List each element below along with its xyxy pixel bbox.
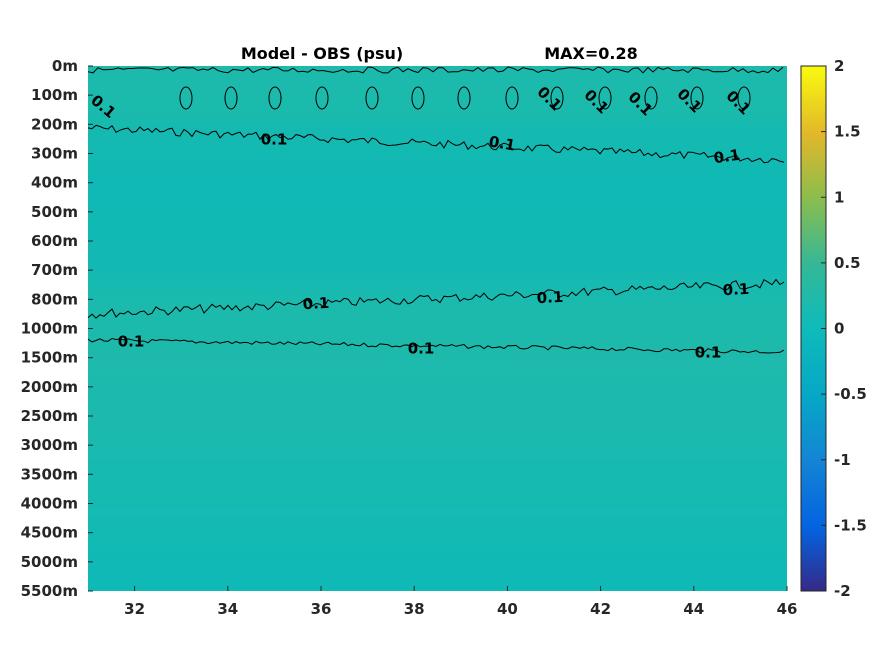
colorbar-tick-label: -1.5 [834,516,867,534]
x-tick-label: 44 [683,600,704,618]
y-tick-label: 700m [31,261,78,279]
depth-band [88,357,787,446]
depth-band [88,270,787,300]
colorbar-tick-label: -0.5 [834,385,867,403]
x-tick-label: 32 [124,600,145,618]
y-tick-label: 100m [31,86,78,104]
plot-area: 0.10.1 0.10.10.1 0.1 0.1 0.1 0.10.1 0.1 0.10.1 0… [87,66,787,591]
contour-label: 0.1 [536,288,563,307]
contour-label: 0.1 [408,340,435,358]
y-axis: 0m 100m 200m 300m 400m 500m 600m 700m 800m 1000m 1… [21,57,93,600]
depth-band [88,124,787,154]
y-tick-label: 2000m [21,378,78,396]
contour-lines [87,66,785,354]
x-tick-label: 36 [311,600,332,618]
colorbar: 2 1.5 1 0.5 0 -0.5 -1 -1.5 -2 [800,57,867,600]
colorbar-tick-label: -2 [834,582,851,600]
x-tick-label: 34 [217,600,238,618]
depth-band [88,153,787,271]
y-tick-label: 4000m [21,495,78,513]
contour-loop [505,86,519,110]
contour-line [87,278,785,319]
y-tick-label: 3500m [21,465,78,483]
y-tick-label: 400m [31,174,78,192]
contour-loop [365,86,379,110]
contour-loop [457,86,471,110]
contour-label: 0.1 [118,333,145,351]
contour-loop [644,86,658,110]
max-annotation: MAX=0.28 [544,44,638,63]
depth-band [88,503,787,591]
contour-loop [690,86,704,110]
colorbar-tick-label: 0.5 [834,254,861,272]
colorbar-tick-label: -1 [834,451,851,469]
y-tick-label: 1000m [21,320,78,338]
depth-bands [88,66,787,591]
contour-loop [268,86,282,110]
y-tick-label: 0m [52,57,78,75]
contour-label: 0.1 [695,344,722,362]
y-tick-label: 5500m [21,582,78,600]
colorbar-tick-label: 0 [834,320,844,338]
contour-loop [737,86,751,110]
contour-loop [598,86,612,110]
x-tick-label: 40 [497,600,518,618]
y-tick-label: 800m [31,290,78,308]
x-tick-label: 42 [590,600,611,618]
contour-loop [224,86,238,110]
depth-band [88,95,787,125]
contour-label: 0.1 [713,146,742,168]
y-tick-label: 1500m [21,349,78,367]
colorbar-ticks: 2 1.5 1 0.5 0 -0.5 -1 -1.5 -2 [821,57,867,600]
colorbar-tick-label: 2 [834,57,844,75]
colorbar-tick-label: 1.5 [834,123,861,141]
y-tick-label: 600m [31,232,78,250]
contour-label: 0.1 [487,132,516,154]
contour-line [87,66,784,74]
y-tick-label: 2500m [21,407,78,425]
y-tick-label: 3000m [21,436,78,454]
y-tick-label: 500m [31,203,78,221]
contour-label: 0.1 [302,294,329,313]
contour-line [87,337,785,354]
colorbar-tick-label: 1 [834,188,844,206]
depth-band [88,445,787,504]
depth-band [88,299,787,358]
contour-label: 0.1 [261,131,288,149]
contour-loop [550,86,564,110]
x-axis: 32 34 36 38 40 42 44 46 [124,586,797,618]
y-tick-label: 200m [31,115,78,133]
contour-loop [315,86,329,110]
x-tick-label: 38 [404,600,425,618]
x-tick-label: 46 [777,600,798,618]
contour-loop [179,86,193,110]
contour-label: 0.1 [722,280,749,299]
chart-title: Model - OBS (psu) [241,44,403,63]
y-tick-label: 4500m [21,524,78,542]
contour-loop [411,86,425,110]
y-tick-label: 5000m [21,553,78,571]
depth-band [88,66,787,96]
contour-line [87,124,785,164]
y-tick-label: 300m [31,145,78,163]
